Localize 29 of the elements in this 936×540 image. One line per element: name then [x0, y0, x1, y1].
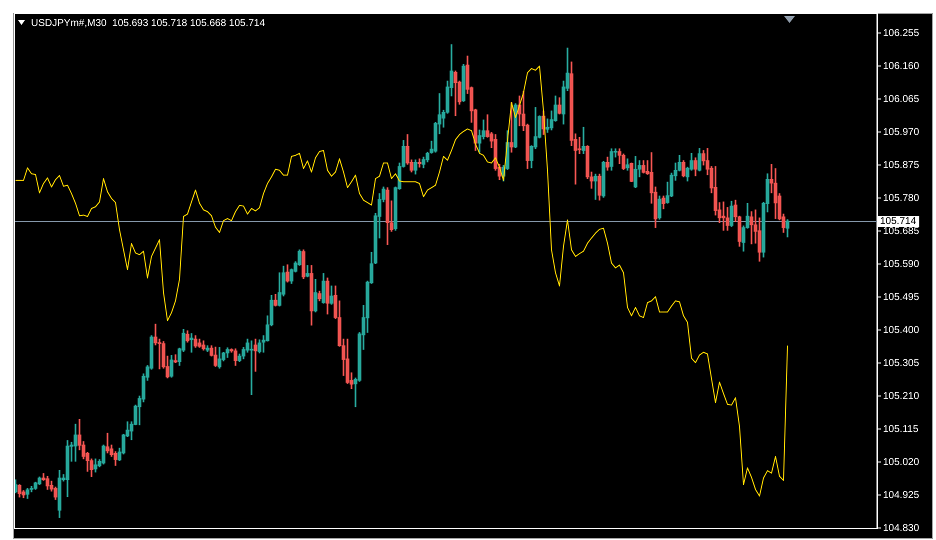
candlestick: [578, 136, 582, 154]
y-tick-label: 105.305: [883, 358, 920, 369]
candlestick: [106, 432, 110, 454]
candlestick: [418, 158, 422, 168]
y-tick-label: 105.115: [883, 424, 919, 435]
candlestick: [594, 174, 598, 200]
y-tick-label: 105.400: [883, 324, 920, 336]
y-tick-label: 106.065: [883, 94, 920, 105]
candlestick: [722, 202, 726, 231]
candlestick: [190, 333, 194, 353]
y-tick-label: 106.160: [883, 60, 920, 72]
y-tick-label: 105.590: [883, 258, 920, 270]
candlestick: [174, 354, 178, 364]
ref-line-label: 105.714: [880, 216, 917, 228]
y-tick-label: 105.875: [883, 160, 920, 171]
y-tick-label: 105.020: [883, 456, 920, 468]
y-tick-label: 104.830: [883, 522, 920, 534]
candlestick: [254, 338, 258, 372]
y-tick-label: 106.255: [883, 28, 920, 39]
y-tick-label: 104.925: [883, 490, 920, 501]
y-tick-label: 105.780: [883, 192, 920, 204]
y-tick-label: 105.495: [883, 292, 920, 303]
candlestick: [582, 126, 586, 154]
chart-title: USDJPYm#,M30 105.693 105.718 105.668 105.714: [31, 18, 266, 29]
y-tick-label: 105.210: [883, 390, 920, 402]
candlestick: [250, 340, 254, 395]
y-tick-label: 105.970: [883, 126, 920, 138]
candlestick: [454, 70, 458, 116]
y-tick-label: 105.685: [883, 226, 920, 237]
